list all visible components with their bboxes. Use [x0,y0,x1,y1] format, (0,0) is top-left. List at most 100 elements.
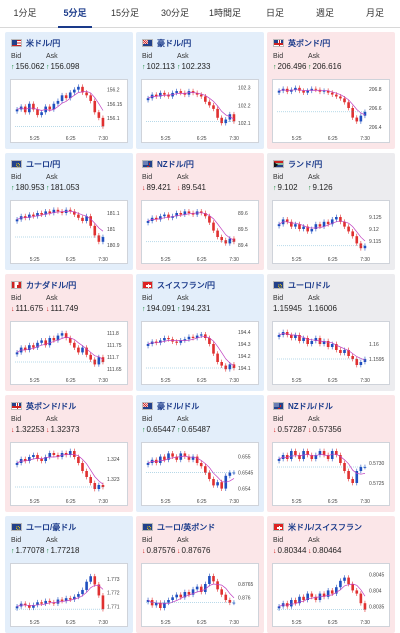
candlestick-chart[interactable]: 156.2 156.15 156.1 5:25 6:25 7:30 [10,79,128,143]
rate-card[interactable]: NZドル/ドル Bid ↓0.57287 Ask ↓0.57356 0.5730 0.572… [267,395,395,512]
candlestick-chart[interactable]: 1.16 1.1595 5:25 6:25 7:30 [272,321,390,385]
x-tick-label: 5:25 [30,620,40,626]
candlestick-chart[interactable]: 0.8045 0.804 0.8035 5:25 6:25 7:30 [272,563,390,627]
pair-header[interactable]: 豪ドル/円 [142,37,191,49]
rate-card[interactable]: ユーロ/英ポンド Bid ↓0.87576 Ask ↓0.87676 0.8765 0.87… [136,516,264,633]
candlestick-chart[interactable]: 0.655 0.6545 0.654 5:25 6:25 7:30 [141,442,259,506]
tab-7[interactable]: 月足 [365,8,384,18]
candle [302,90,305,93]
pair-header[interactable]: 米ドル/円 [11,37,60,49]
rate-card[interactable]: NZドル/円 Bid ↓89.421 Ask ↓89.541 89.6 89.5 89.4 5:… [136,153,264,270]
candlestick-chart[interactable]: 111.8 111.75 111.7 111.65 5:25 6:25 7:30 [10,321,128,385]
rate-card[interactable]: ユーロ/豪ドル Bid ↑1.77078 Ask ↑1.77218 1.773 1.772 1… [5,516,133,633]
candle [44,457,47,461]
pair-header[interactable]: NZドル/円 [142,158,194,170]
pair-header[interactable]: ランド/円 [273,158,322,170]
ask-label: Ask [46,295,58,302]
candlestick-chart[interactable]: 194.4 194.3 194.2 194.1 5:25 6:25 7:30 [141,321,259,385]
candle [73,89,76,93]
pair-header[interactable]: カナダドル/円 [11,279,76,291]
rate-card[interactable]: ランド/円 Bid ↑9.102 Ask ↑9.126 9.125 9.12 9.115 5:2… [267,153,395,270]
tab-5[interactable]: 日足 [265,8,284,18]
candle [347,226,350,232]
candlestick-chart[interactable]: 206.8 206.6 206.4 5:25 6:25 7:30 [272,79,390,143]
candle [294,600,297,604]
y-tick-label: 181 [107,227,116,233]
arrow-up-icon: ↑ [273,64,277,71]
tab-2[interactable]: 15分足 [110,8,139,18]
candlestick-chart[interactable]: 89.6 89.5 89.4 5:25 6:25 7:30 [141,200,259,264]
pair-header[interactable]: 英ポンド/ドル [11,400,76,412]
candlestick-chart[interactable]: 181.1 181 180.9 5:25 6:25 7:30 [10,200,128,264]
candle [44,600,47,604]
candle [294,335,297,338]
tab-1[interactable]: 5分足 [50,0,100,28]
rate-card[interactable]: ユーロ/ドル Bid 1.15945 Ask 1.16006 1.16 1.1595 5:25… [267,274,395,391]
bid-value: ↓0.80344 [273,546,306,555]
y-tick-label: 180.9 [107,243,120,249]
candle [68,598,72,600]
candle [290,600,293,607]
candle [347,577,350,584]
ask-value: ↑102.233 [177,62,210,71]
candle [154,94,158,97]
bid-price: 1.77078 [15,546,45,555]
candle [77,347,80,353]
y-tick-label: 1.16 [369,342,379,348]
candle [220,117,223,124]
ca-flag [11,281,22,289]
pair-header[interactable]: 米ドル/スイスフラン [273,521,362,533]
bid-value: ↑102.113 [142,62,175,71]
rate-card[interactable]: 豪ドル/ドル Bid ↑0.65447 Ask ↑0.65487 0.655 0.6545 0… [136,395,264,512]
pair-header[interactable]: ユーロ/英ポンド [142,521,215,533]
candle [359,362,363,365]
bid-label: Bid [11,53,22,60]
tab-3[interactable]: 30分足 [160,8,189,18]
candle [101,237,105,242]
pair-header[interactable]: 豪ドル/ドル [142,400,199,412]
rate-card[interactable]: 米ドル/円 Bid ↑156.062 Ask ↑156.098 156.2 156.15 15… [5,32,133,149]
tab-6[interactable]: 週足 [315,8,334,18]
candle [81,217,84,221]
ask-price: 89.541 [181,183,206,192]
pair-header[interactable]: 英ポンド/円 [273,37,330,49]
tab-0[interactable]: 1分足 [13,8,37,18]
candlestick-chart[interactable]: 0.8765 0.876 5:25 6:25 7:30 [141,563,259,627]
rate-card[interactable]: スイスフラン/円 Bid ↑194.091 Ask ↑194.231 194.4 194.3… [136,274,264,391]
candlestick-chart[interactable]: 1.773 1.772 1.771 5:25 6:25 7:30 [10,563,128,627]
pair-header[interactable]: ユーロ/ドル [273,279,330,291]
candle [298,335,301,341]
rate-card[interactable]: 豪ドル/円 Bid ↑102.113 Ask ↑102.233 102.3 102.2 102… [136,32,264,149]
rate-card[interactable]: カナダドル/円 Bid ↓111.675 Ask ↓111.749 111.8 111.75… [5,274,133,391]
arrow-down-icon: ↓ [46,427,50,434]
ask-label: Ask [46,416,58,423]
rate-card[interactable]: ユーロ/円 Bid ↑180.953 Ask ↑181.053 181.1 181 180.9… [5,153,133,270]
candlestick-chart[interactable]: 1.324 1.323 5:25 6:25 7:30 [10,442,128,506]
candle [314,455,318,459]
candlestick-chart[interactable]: 9.125 9.12 9.115 5:25 6:25 7:30 [272,200,390,264]
candle [56,100,60,104]
rate-card[interactable]: 英ポンド/ドル Bid ↓1.32253 Ask ↓1.32373 1.324 1.323 5… [5,395,133,512]
y-tick-label: 156.2 [107,88,120,94]
pair-header[interactable]: ユーロ/円 [11,158,60,170]
candle [159,456,162,463]
pair-header[interactable]: ユーロ/豪ドル [11,521,76,533]
candle [146,463,150,465]
chart-svg: 0.8045 0.804 0.8035 5:25 6:25 7:30 [277,572,385,626]
candle [146,98,150,101]
moving-average-line [16,453,104,485]
candlestick-chart[interactable]: 0.5730 0.5725 5:25 6:25 7:30 [272,442,390,506]
rate-card[interactable]: 英ポンド/円 Bid ↑206.496 Ask ↑206.616 206.8 206.6 20… [267,32,395,149]
candle [347,102,350,108]
candle [306,90,309,93]
candle [220,362,223,366]
pair-header[interactable]: NZドル/ドル [273,400,333,412]
rate-card[interactable]: 米ドル/スイスフラン Bid ↓0.80344 Ask ↓0.80464 0.8045 0.… [267,516,395,633]
candlestick-chart[interactable]: 102.3 102.2 102.1 5:25 6:25 7:30 [141,79,259,143]
pair-header[interactable]: スイスフラン/円 [142,279,215,291]
x-tick-label: 6:25 [328,378,338,384]
tab-4[interactable]: 1時間足 [208,8,241,18]
candle [187,91,191,95]
candle [343,98,346,103]
candle [167,214,170,218]
